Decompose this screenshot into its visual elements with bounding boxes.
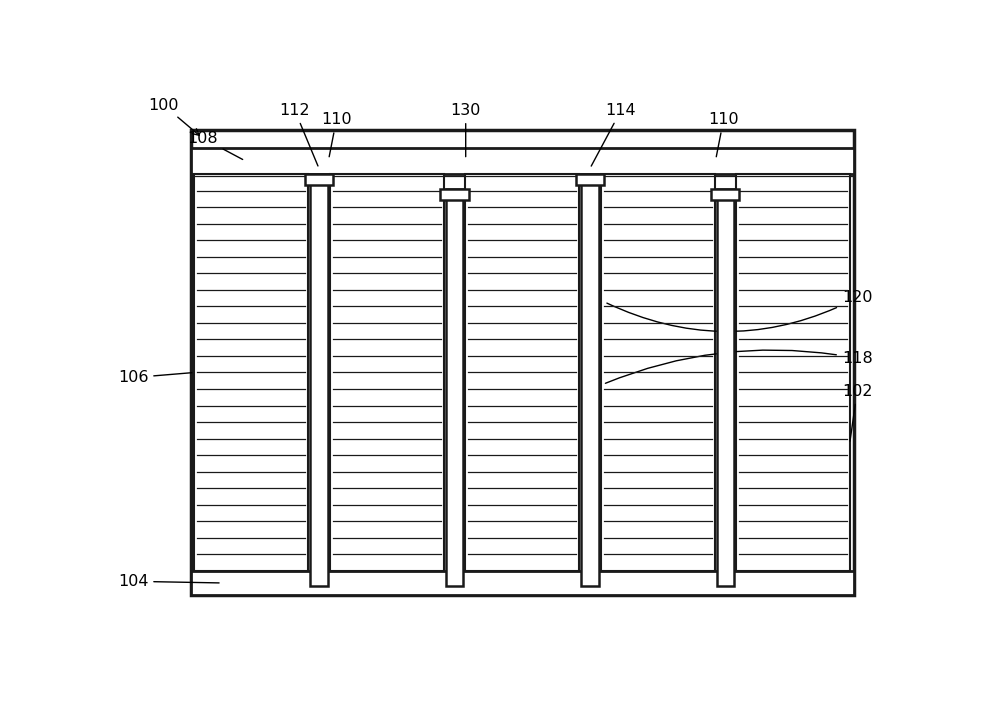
Bar bbox=[310, 174, 328, 586]
Text: 106: 106 bbox=[118, 370, 192, 385]
Bar bbox=[711, 189, 739, 200]
Text: 102: 102 bbox=[842, 384, 872, 441]
Text: 100: 100 bbox=[148, 97, 199, 135]
Text: 130: 130 bbox=[451, 103, 481, 157]
Bar bbox=[576, 174, 604, 185]
Bar bbox=[717, 189, 734, 586]
Bar bbox=[601, 174, 715, 571]
Bar bbox=[328, 159, 603, 590]
Bar bbox=[325, 159, 332, 590]
Bar bbox=[465, 174, 579, 571]
Bar bbox=[330, 174, 444, 571]
Bar bbox=[446, 189, 463, 586]
Bar bbox=[191, 130, 854, 595]
Bar bbox=[577, 159, 855, 590]
Bar bbox=[305, 174, 333, 185]
Bar bbox=[191, 571, 854, 595]
Text: 114: 114 bbox=[591, 103, 636, 166]
Text: 110: 110 bbox=[321, 112, 352, 157]
Text: 118: 118 bbox=[605, 350, 873, 383]
Bar bbox=[736, 174, 850, 571]
Bar bbox=[440, 189, 469, 200]
Text: 112: 112 bbox=[280, 103, 318, 166]
Text: 120: 120 bbox=[607, 290, 872, 332]
Text: 108: 108 bbox=[187, 131, 243, 159]
Bar bbox=[191, 147, 854, 174]
Text: 110: 110 bbox=[708, 112, 739, 157]
Text: 104: 104 bbox=[118, 574, 219, 588]
Bar bbox=[194, 174, 308, 571]
Bar bbox=[581, 174, 599, 586]
